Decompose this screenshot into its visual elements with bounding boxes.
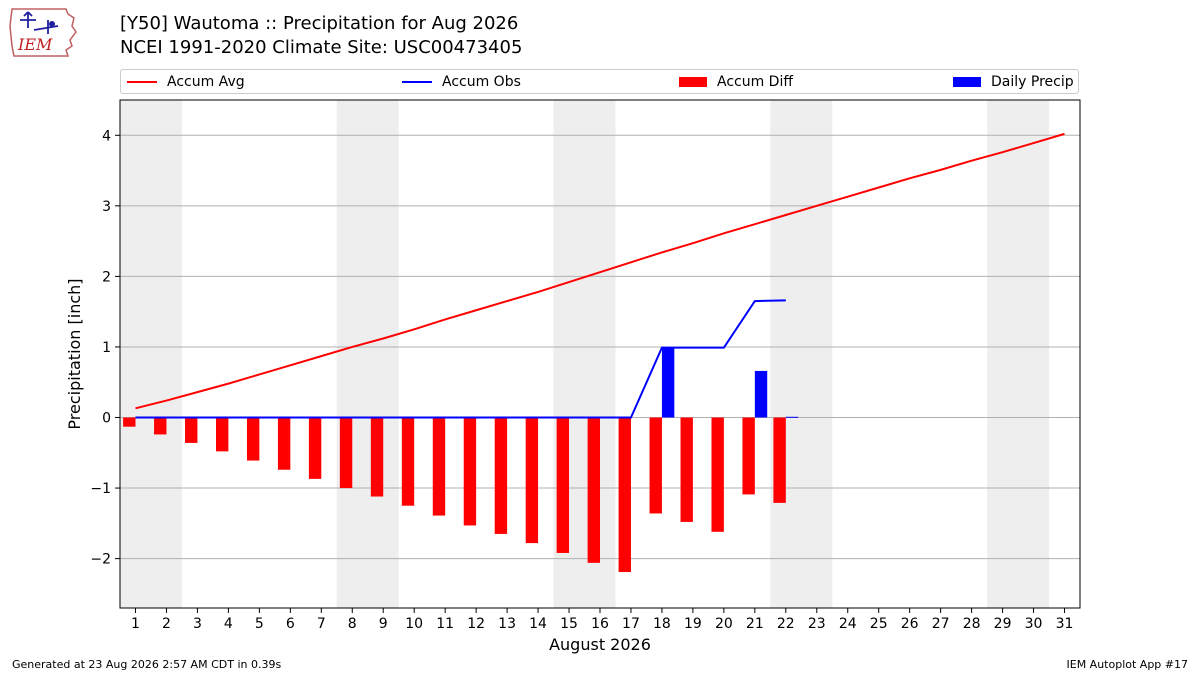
chart-title: [Y50] Wautoma :: Precipitation for Aug 2… <box>120 13 519 34</box>
legend-item-accum-obs: Accum Obs <box>402 73 521 91</box>
x-tick-label-2: 2 <box>162 616 171 632</box>
accum-diff-bar-18 <box>649 417 662 514</box>
chart-subtitle: NCEI 1991-2020 Climate Site: USC00473405 <box>120 37 523 58</box>
accum-diff-bar-20 <box>711 417 724 532</box>
x-tick-label-8: 8 <box>348 616 357 632</box>
weekend-band-4 <box>770 100 833 608</box>
x-tick-label-22: 22 <box>777 616 795 632</box>
legend-label-accum-diff: Accum Diff <box>717 74 794 90</box>
y-tick-label-4: 2 <box>102 269 111 285</box>
accum-diff-bar-11 <box>432 417 446 516</box>
accum-diff-bar-1 <box>123 417 136 427</box>
x-tick-label-27: 27 <box>932 616 950 632</box>
x-tick-label-12: 12 <box>467 616 485 632</box>
accum-diff-bar-5 <box>246 417 260 461</box>
accum-diff-bar-15 <box>556 417 570 553</box>
legend-item-accum-diff: Accum Diff <box>679 73 793 91</box>
x-tick-label-7: 7 <box>317 616 326 632</box>
y-tick-label-2: 0 <box>102 411 111 427</box>
y-tick-label-6: 4 <box>102 128 111 144</box>
legend-swatch-daily-precip <box>953 77 981 87</box>
x-tick-label-18: 18 <box>653 616 671 632</box>
x-tick-label-20: 20 <box>715 616 733 632</box>
footer-app: IEM Autoplot App #17 <box>1066 658 1189 671</box>
accum-diff-bar-13 <box>494 417 508 534</box>
x-tick-label-31: 31 <box>1056 616 1074 632</box>
x-tick-label-9: 9 <box>379 616 388 632</box>
daily-precip-bar-22 <box>785 416 799 418</box>
legend-label-accum-obs: Accum Obs <box>442 74 521 90</box>
accum-diff-bar-16 <box>587 417 600 563</box>
x-tick-label-4: 4 <box>224 616 233 632</box>
accum-diff-bar-9 <box>370 417 384 497</box>
accum-avg-line <box>135 132 1065 410</box>
x-tick-label-11: 11 <box>436 616 454 632</box>
weekend-band-1 <box>120 100 182 608</box>
accum-diff-bar-17 <box>618 417 631 573</box>
accum-diff-bar-7 <box>308 417 322 479</box>
x-tick-label-1: 1 <box>131 616 140 632</box>
accum-diff-bar-19 <box>680 417 693 522</box>
accum-diff-bar-21 <box>742 417 755 495</box>
legend-label-accum-avg: Accum Avg <box>167 74 245 90</box>
x-tick-label-24: 24 <box>839 616 857 632</box>
x-tick-label-3: 3 <box>193 616 202 632</box>
x-tick-label-29: 29 <box>994 616 1012 632</box>
y-axis-label: Precipitation [inch] <box>65 278 84 429</box>
legend-swatch-accum-diff <box>679 77 707 87</box>
x-axis-label: August 2026 <box>549 635 651 654</box>
x-tick-label-17: 17 <box>622 616 640 632</box>
accum-diff-bar-2 <box>154 417 167 435</box>
cup-icon <box>49 21 55 27</box>
legend: Accum Avg Accum Obs Accum Diff Daily Pre… <box>120 69 1079 94</box>
y-tick-label-5: 3 <box>102 199 111 215</box>
accum-obs-line <box>135 299 786 419</box>
weekend-band-5 <box>987 100 1050 608</box>
x-tick-label-10: 10 <box>405 616 423 632</box>
daily-precip-bar-21 <box>754 370 768 418</box>
y-tick-label-3: 1 <box>102 340 111 356</box>
iem-logo: IEM <box>9 8 77 57</box>
x-tick-label-19: 19 <box>684 616 702 632</box>
accum-diff-bar-6 <box>277 417 291 470</box>
footer-generated: Generated at 23 Aug 2026 2:57 AM CDT in … <box>12 658 282 671</box>
accum-diff-bar-14 <box>525 417 539 544</box>
daily-precip-bar-18 <box>661 347 675 418</box>
y-tick-label-0: −2 <box>90 552 111 568</box>
weekend-band-2 <box>336 100 399 608</box>
legend-label-daily-precip: Daily Precip <box>991 74 1074 90</box>
accum-diff-bar-22 <box>773 417 786 503</box>
x-tick-label-5: 5 <box>255 616 264 632</box>
accum-diff-bar-4 <box>216 417 229 452</box>
logo-text: IEM <box>17 35 53 54</box>
x-tick-label-30: 30 <box>1025 616 1043 632</box>
accum-diff-bar-3 <box>185 417 198 443</box>
series-lines <box>135 132 1065 419</box>
accum-diff-bar-12 <box>463 417 477 526</box>
accum-diff-bar-10 <box>401 417 415 506</box>
x-tick-label-23: 23 <box>808 616 826 632</box>
x-tick-label-16: 16 <box>591 616 609 632</box>
x-tick-label-13: 13 <box>498 616 516 632</box>
legend-swatch-accum-avg <box>127 81 157 83</box>
weather-vane-icon <box>20 11 59 34</box>
accum-diff-bar-8 <box>339 417 353 489</box>
y-tick-label-1: −1 <box>90 481 111 497</box>
x-tick-label-25: 25 <box>870 616 888 632</box>
x-tick-label-15: 15 <box>560 616 578 632</box>
x-tick-label-21: 21 <box>746 616 764 632</box>
legend-item-accum-avg: Accum Avg <box>127 73 245 91</box>
x-tick-label-28: 28 <box>963 616 981 632</box>
x-tick-label-26: 26 <box>901 616 919 632</box>
x-tick-label-6: 6 <box>286 616 295 632</box>
legend-item-daily-precip: Daily Precip <box>953 73 1074 91</box>
x-tick-label-14: 14 <box>529 616 547 632</box>
legend-swatch-accum-obs <box>402 81 432 83</box>
bars <box>123 347 799 573</box>
weekend-bands <box>120 100 1050 608</box>
